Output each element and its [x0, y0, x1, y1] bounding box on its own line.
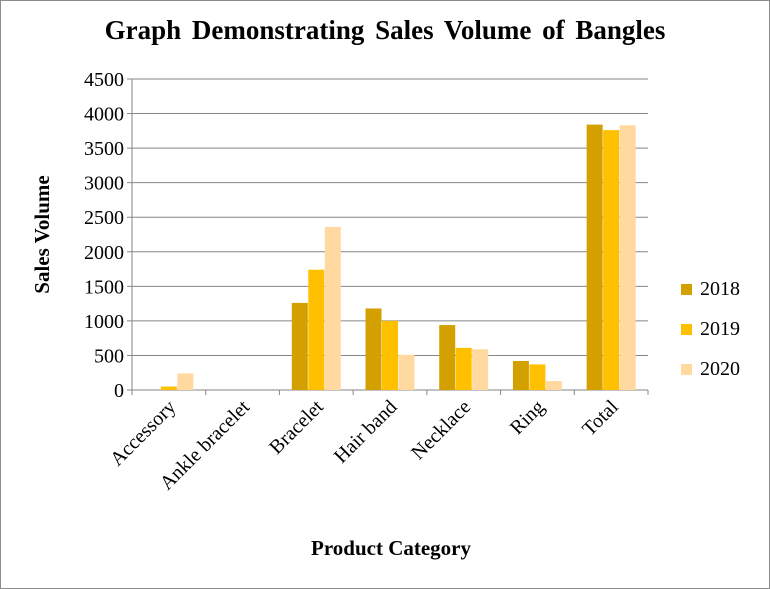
- y-tick-label: 3500: [84, 138, 124, 160]
- y-tick-label: 1500: [84, 276, 124, 298]
- bar-2018-bracelet: [291, 302, 308, 390]
- legend-label: 2019: [700, 317, 740, 340]
- chart-title: Graph Demonstrating Sales Volume of Bang…: [104, 15, 666, 45]
- bar-2020-ring: [545, 381, 562, 390]
- x-tick-label: Bracelet: [265, 396, 328, 459]
- x-tick-label: Accessory: [106, 396, 180, 470]
- chart-legend: 2018 2019 2020: [681, 269, 740, 389]
- bar-2018-hair-band: [365, 308, 382, 390]
- bar-2020-bracelet: [324, 226, 341, 390]
- x-axis-title: Product Category: [311, 536, 471, 560]
- legend-swatch: [681, 283, 692, 295]
- y-tick-label: 1000: [84, 311, 124, 333]
- bar-2019-hair-band: [382, 320, 398, 390]
- x-tick-label: Ring: [506, 396, 549, 439]
- legend-item: 2020: [681, 349, 740, 389]
- y-tick-label: 3000: [84, 173, 124, 195]
- y-tick-label: 500: [94, 345, 124, 367]
- bar-2018-necklace: [439, 325, 456, 390]
- y-tick-label: 2000: [84, 242, 124, 264]
- legend-swatch: [681, 323, 692, 335]
- y-tick-label: 2500: [84, 207, 124, 229]
- y-axis-title: Sales Volume: [30, 175, 54, 293]
- y-tick-label: 0: [114, 380, 124, 402]
- x-tick-label: Total: [578, 396, 623, 441]
- legend-label: 2020: [700, 357, 740, 380]
- x-tick-label: Necklace: [407, 396, 475, 464]
- bar-2019-bracelet: [308, 269, 325, 390]
- legend-label: 2018: [700, 277, 740, 300]
- bar-2020-necklace: [472, 349, 489, 390]
- bar-2019-necklace: [455, 347, 472, 390]
- bar-2019-total: [603, 130, 620, 391]
- bar-2019-ring: [529, 364, 546, 390]
- bar-2019-accessory: [160, 386, 177, 390]
- x-tick-label: Hair band: [330, 396, 402, 468]
- bar-2018-ring: [512, 360, 529, 390]
- bar-2018-total: [586, 124, 603, 390]
- bar-2020-total: [619, 125, 636, 390]
- legend-swatch: [681, 363, 692, 375]
- y-tick-label: 4000: [84, 104, 124, 126]
- y-tick-label: 4500: [84, 69, 124, 91]
- bar-2020-hair-band: [398, 354, 415, 390]
- legend-item: 2018: [681, 269, 740, 309]
- legend-item: 2019: [681, 309, 740, 349]
- bar-2020-accessory: [177, 373, 194, 390]
